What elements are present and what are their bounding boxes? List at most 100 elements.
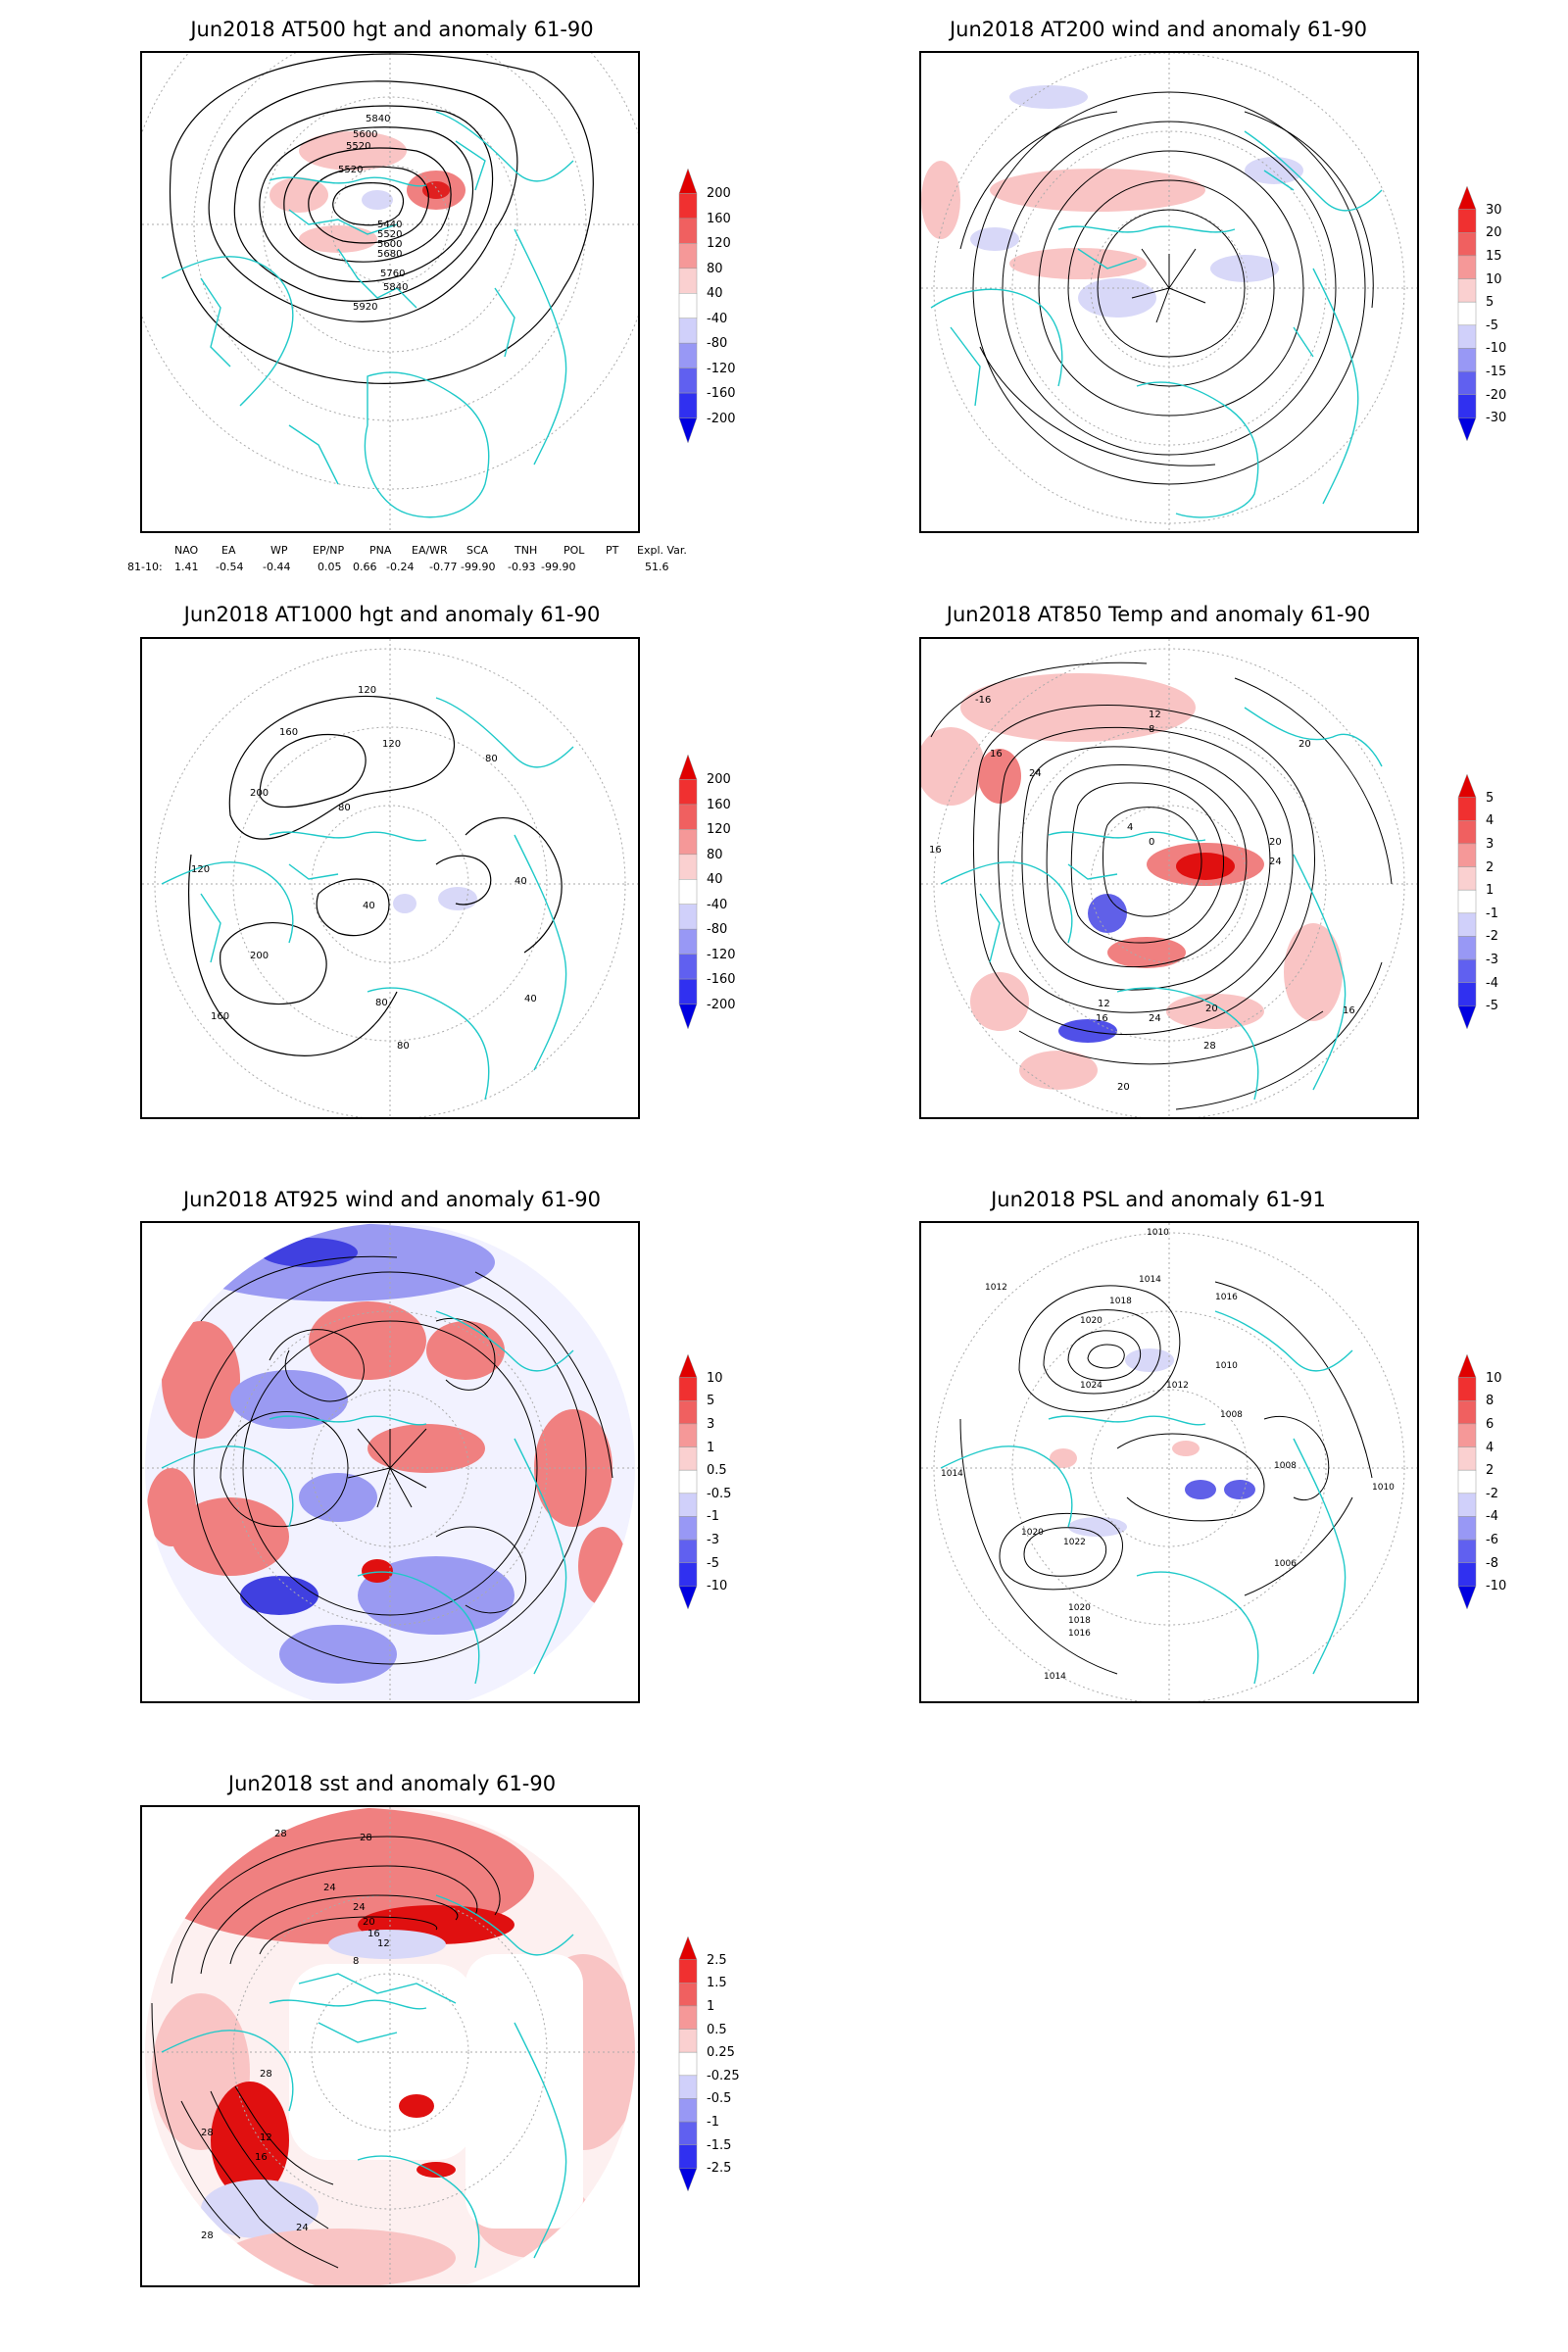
colorbar-swatch xyxy=(678,954,698,980)
colorbar-label: 0.5 xyxy=(707,1463,727,1479)
contour-label: 0 xyxy=(1149,837,1154,848)
colorbar-swatch xyxy=(1457,209,1477,233)
colorbar-label: -80 xyxy=(707,922,728,938)
index-value: -99.90 xyxy=(541,561,576,573)
colorbar-swatch xyxy=(1457,773,1477,798)
anomaly-shading xyxy=(1284,923,1343,1021)
colorbar-swatch xyxy=(1457,255,1477,279)
anomaly-shading xyxy=(1107,937,1186,968)
index-header: PNA xyxy=(369,544,392,557)
index-value: -0.24 xyxy=(386,561,415,573)
anomaly-shading xyxy=(422,181,450,199)
colorbar-swatch xyxy=(678,1586,698,1610)
contour-label: 4 xyxy=(1127,822,1133,833)
contour-label: 1022 xyxy=(1063,1538,1086,1547)
colorbar-swatch xyxy=(678,754,698,780)
anomaly-shading xyxy=(1009,85,1088,109)
colorbar-swatch xyxy=(1457,348,1477,372)
panel-title: Jun2018 AT500 hgt and anomaly 61-90 xyxy=(190,18,594,41)
streamlines xyxy=(193,1255,613,1665)
colorbar-label: -200 xyxy=(707,411,736,426)
coastlines xyxy=(940,707,1383,1101)
colorbar-swatch xyxy=(678,368,698,394)
colorbar-swatch xyxy=(678,293,698,318)
colorbar-swatch xyxy=(678,829,698,856)
lat-lon-grid xyxy=(142,1807,638,2285)
colorbar-label: -5 xyxy=(707,1555,719,1571)
contour-label: 20 xyxy=(1269,837,1282,848)
colorbar-swatch xyxy=(678,1377,698,1401)
anomaly-shading xyxy=(1224,1480,1255,1499)
colorbar-swatches xyxy=(678,754,698,1030)
index-header: TNH xyxy=(514,544,538,557)
anomaly-shading xyxy=(1009,248,1147,279)
index-value: -99.90 xyxy=(461,561,496,573)
colorbar-label: 4 xyxy=(1486,813,1494,829)
lat-lon-grid xyxy=(142,1223,638,1701)
colorbar-swatch xyxy=(1457,370,1477,395)
contour-label: 16 xyxy=(255,2152,268,2163)
colorbar-swatch xyxy=(678,2144,698,2169)
polar-map: 1010 1012 1014 1016 1018 1020 1024 1012 … xyxy=(921,1223,1417,1701)
colorbar-swatch xyxy=(1457,324,1477,349)
contour-label: 40 xyxy=(514,876,527,887)
colorbar-swatch xyxy=(678,1983,698,2007)
map-frame: 120 160 200 120 80 80 40 120 40 200 160 … xyxy=(140,637,640,1119)
colorbar-label: -0.25 xyxy=(707,2068,740,2083)
colorbar-swatches xyxy=(1457,773,1477,1030)
anomaly-shading xyxy=(362,190,393,210)
contour-label: 1012 xyxy=(1166,1381,1189,1391)
colorbar-label: 80 xyxy=(707,847,723,862)
contour-label: 5840 xyxy=(383,282,408,293)
contour-label: 12 xyxy=(1149,710,1161,720)
coastlines xyxy=(161,111,574,518)
colorbar-label: -0.5 xyxy=(707,1486,732,1501)
contour-label: 1008 xyxy=(1274,1461,1297,1471)
colorbar-swatch xyxy=(1457,1005,1477,1030)
contour-label: 1014 xyxy=(941,1469,963,1479)
index-header: WP xyxy=(270,544,288,557)
colorbar-label: 5 xyxy=(707,1394,715,1409)
colorbar-swatch xyxy=(1457,889,1477,914)
colorbar-swatch xyxy=(678,2029,698,2053)
contour-label: 1008 xyxy=(1220,1410,1243,1420)
contour-label: 160 xyxy=(211,1011,229,1022)
colorbar-swatch xyxy=(1457,394,1477,418)
colorbar-label: 1 xyxy=(707,1440,715,1455)
colorbar-swatch xyxy=(1457,1493,1477,1517)
colorbar-swatch xyxy=(1457,1353,1477,1378)
colorbar-swatch xyxy=(678,1353,698,1378)
colorbar-label: 160 xyxy=(707,797,731,812)
colorbar-swatch xyxy=(678,417,698,444)
polar-map: 5840 5600 5520 5520 5440 5520 5600 5680 … xyxy=(142,53,638,531)
contour-label: 200 xyxy=(250,788,269,799)
colorbar-label: -6 xyxy=(1486,1533,1498,1548)
contour-label: 28 xyxy=(360,1833,372,1843)
colorbar-label: 0.25 xyxy=(707,2045,735,2061)
index-value: -0.54 xyxy=(216,561,244,573)
contour-label: 1020 xyxy=(1068,1603,1091,1613)
anomaly-shading xyxy=(1068,1517,1127,1537)
colorbar-swatches xyxy=(678,1353,698,1610)
colorbar-label: -20 xyxy=(1486,387,1507,403)
colorbar-swatch xyxy=(678,2121,698,2145)
colorbar-swatch xyxy=(678,1562,698,1587)
contour-label: 28 xyxy=(260,2069,272,2080)
colorbar-label: -4 xyxy=(1486,975,1498,991)
index-header: POL xyxy=(564,544,585,557)
contour-label: 1018 xyxy=(1068,1616,1091,1626)
colorbar-swatch xyxy=(1457,820,1477,845)
contour-label: 5520 xyxy=(338,165,363,175)
colorbar-swatch xyxy=(678,2051,698,2077)
anomaly-shading xyxy=(1125,1348,1174,1372)
index-value: -0.77 xyxy=(429,561,458,573)
colorbar: 10 5 3 1 0.5 -0.5 -1 -3 -5 -10 xyxy=(678,1353,767,1610)
colorbar-label: -10 xyxy=(1486,341,1507,357)
colorbar-label: -2 xyxy=(1486,929,1498,945)
colorbar-swatch xyxy=(1457,1539,1477,1563)
contour-label: 5600 xyxy=(353,129,377,140)
polar-map xyxy=(921,53,1417,531)
streamlines xyxy=(959,91,1374,485)
colorbar-label: 40 xyxy=(707,872,723,888)
contour-label: 1020 xyxy=(1021,1528,1044,1538)
